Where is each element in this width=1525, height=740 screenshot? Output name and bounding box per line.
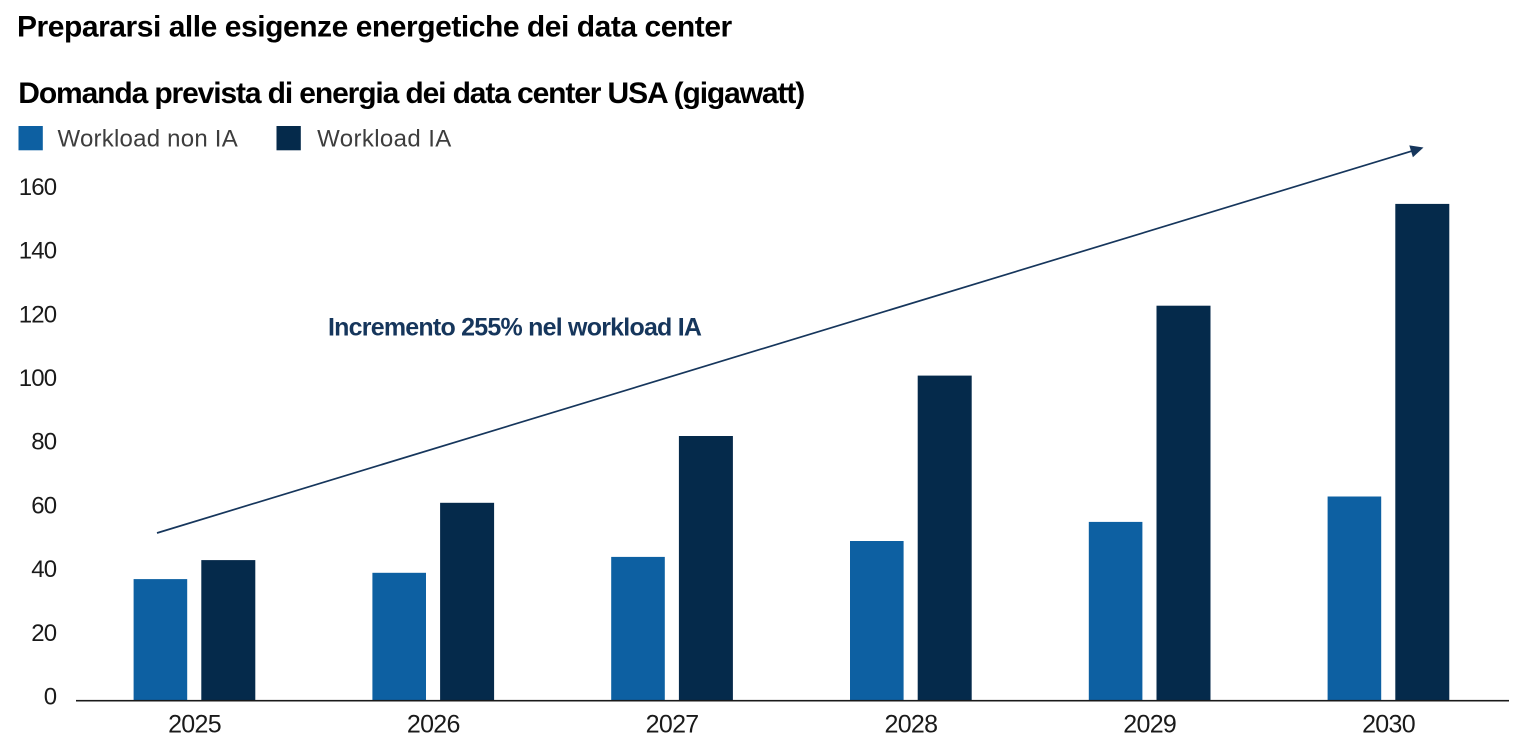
svg-text:Domanda prevista di energia de: Domanda prevista di energia dei data cen… — [18, 77, 804, 110]
svg-text:Prepararsi alle esigenze energ: Prepararsi alle esigenze energetiche dei… — [17, 10, 733, 43]
svg-text:2028: 2028 — [884, 710, 937, 738]
svg-text:140: 140 — [19, 238, 57, 265]
svg-text:2030: 2030 — [1362, 710, 1415, 738]
svg-text:Workload non IA: Workload non IA — [58, 125, 238, 152]
svg-text:100: 100 — [19, 365, 57, 392]
svg-text:20: 20 — [31, 620, 56, 647]
svg-text:2026: 2026 — [407, 710, 460, 738]
svg-text:2025: 2025 — [168, 710, 221, 738]
svg-text:40: 40 — [31, 556, 56, 583]
svg-text:Workload IA: Workload IA — [317, 125, 452, 152]
svg-text:2029: 2029 — [1123, 710, 1176, 738]
svg-text:Incremento 255% nel workload I: Incremento 255% nel workload IA — [328, 313, 702, 341]
svg-text:60: 60 — [31, 492, 56, 519]
svg-text:120: 120 — [19, 301, 57, 328]
svg-text:160: 160 — [19, 174, 57, 201]
svg-text:80: 80 — [31, 429, 56, 456]
svg-text:0: 0 — [44, 684, 57, 711]
svg-text:2027: 2027 — [646, 710, 699, 738]
